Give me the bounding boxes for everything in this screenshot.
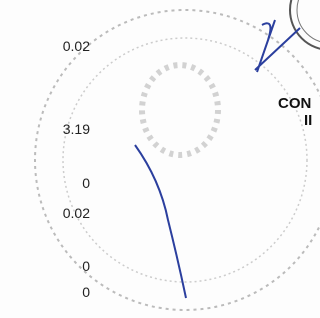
side-text: II xyxy=(304,113,312,129)
document-page: 0.02 3.19 0 0.02 0 0 CON II xyxy=(0,0,320,318)
stamp-emblem xyxy=(142,65,218,155)
stamp-inner-ring xyxy=(63,38,307,282)
stamp-and-signature xyxy=(0,0,320,318)
value: 0 xyxy=(82,258,90,274)
value: 0 xyxy=(82,175,90,191)
value: 0.02 xyxy=(63,205,90,221)
value: 0 xyxy=(82,284,90,300)
side-text: CON xyxy=(278,96,311,112)
pen-stroke xyxy=(135,145,186,298)
value: 0.02 xyxy=(63,38,90,54)
value: 3.19 xyxy=(63,121,90,137)
stamp-outer-ring xyxy=(35,10,320,310)
second-stamp xyxy=(290,0,320,50)
